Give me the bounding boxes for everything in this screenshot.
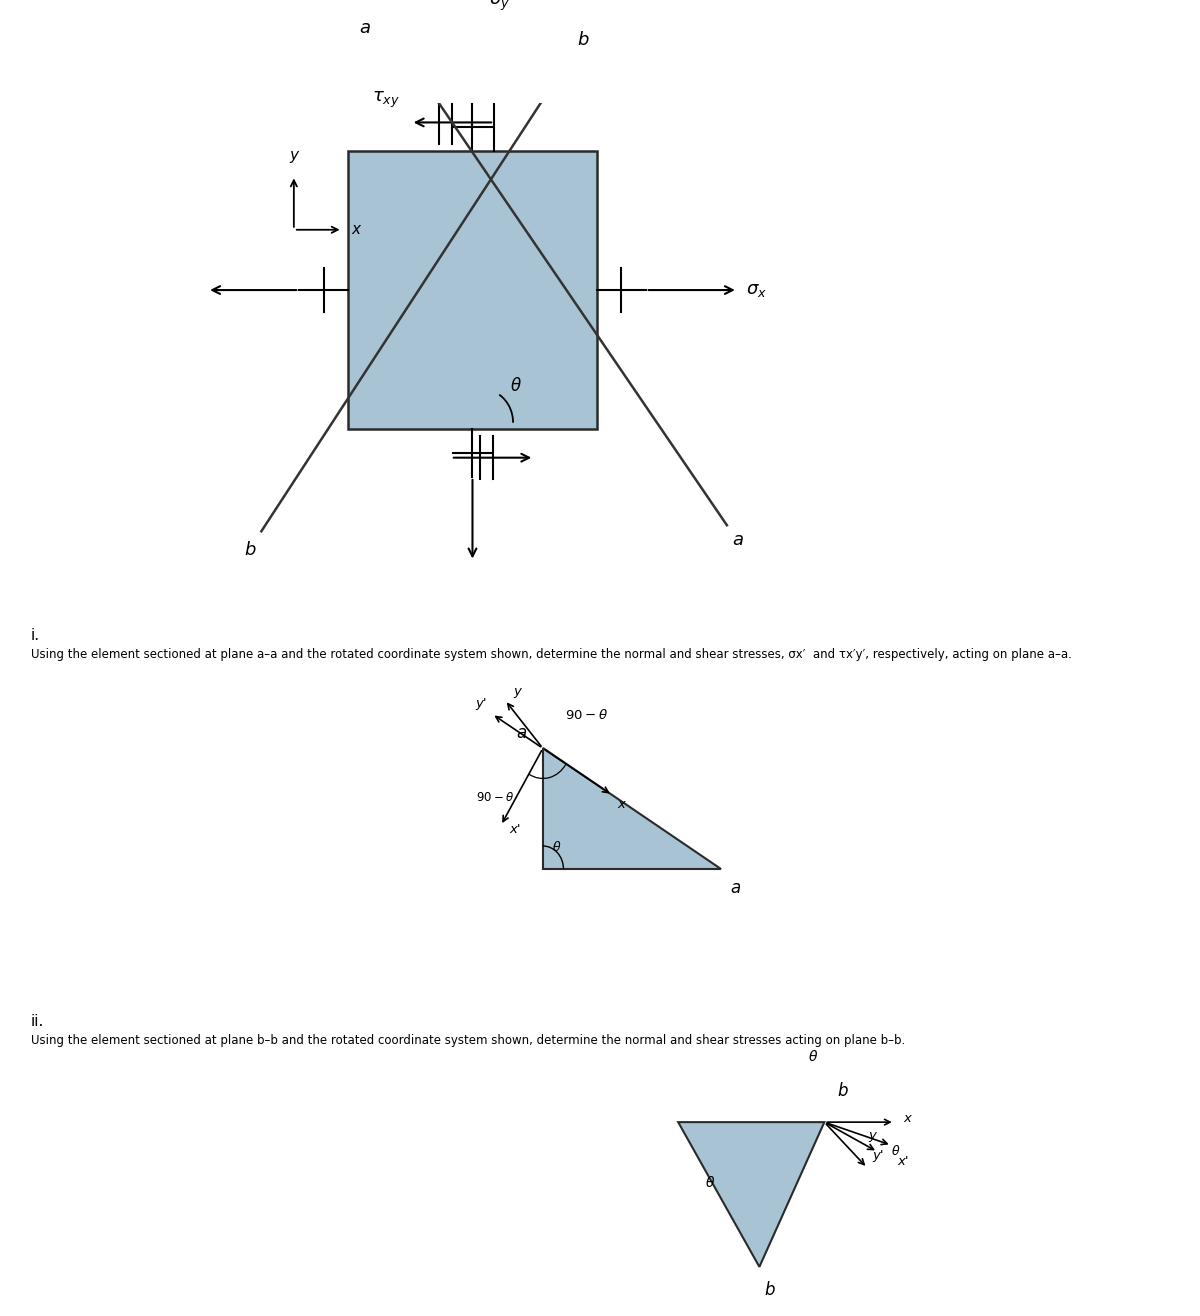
Text: x': x' <box>510 824 521 836</box>
Text: b: b <box>245 541 256 559</box>
Text: y: y <box>514 684 522 697</box>
Text: $\theta$: $\theta$ <box>706 1175 715 1190</box>
Text: $90 - \theta$: $90 - \theta$ <box>476 791 515 804</box>
Polygon shape <box>678 1123 824 1267</box>
Text: x: x <box>352 222 360 237</box>
Text: a: a <box>360 18 371 37</box>
Text: a: a <box>732 532 743 549</box>
Text: x: x <box>904 1112 911 1125</box>
Text: b: b <box>577 30 589 49</box>
Text: $\theta$: $\theta$ <box>809 1049 818 1065</box>
Text: Using the element sectioned at plane a–a and the rotated coordinate system shown: Using the element sectioned at plane a–a… <box>31 649 1072 661</box>
Text: $\theta$: $\theta$ <box>510 376 522 395</box>
Polygon shape <box>542 749 721 869</box>
Text: x: x <box>618 797 625 811</box>
Text: $\theta$: $\theta$ <box>892 1144 901 1158</box>
Text: Using the element sectioned at plane b–b and the rotated coordinate system shown: Using the element sectioned at plane b–b… <box>31 1034 905 1048</box>
Text: $\theta$: $\theta$ <box>552 841 560 854</box>
FancyBboxPatch shape <box>348 151 596 429</box>
Text: x': x' <box>896 1155 908 1169</box>
Text: $\sigma_y$: $\sigma_y$ <box>488 0 510 13</box>
Text: a: a <box>516 724 527 742</box>
Text: $\tau_{xy}$: $\tau_{xy}$ <box>372 91 400 111</box>
Text: i.: i. <box>31 628 40 642</box>
Text: b: b <box>764 1282 775 1299</box>
Text: b: b <box>838 1083 848 1100</box>
Text: ii.: ii. <box>31 1013 44 1029</box>
Text: $\sigma_x$: $\sigma_x$ <box>746 282 767 299</box>
Text: $90 - \theta$: $90 - \theta$ <box>564 708 607 721</box>
Text: y': y' <box>475 697 486 711</box>
Text: y: y <box>869 1129 876 1142</box>
Text: y': y' <box>872 1149 884 1162</box>
Text: a: a <box>730 879 740 896</box>
Text: y: y <box>289 149 299 163</box>
